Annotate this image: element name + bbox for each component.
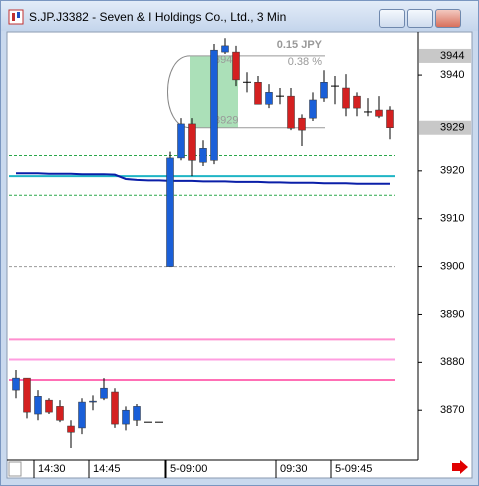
candle-body	[100, 387, 108, 399]
window-title: S.JP.J3382 - Seven & I Holdings Co., Ltd…	[29, 10, 287, 24]
candle-body	[320, 82, 328, 99]
candle-body	[221, 45, 229, 53]
y-tick-label: 3870	[440, 404, 464, 416]
candle-body	[188, 123, 196, 161]
candle-body	[23, 377, 31, 413]
candle-body	[78, 401, 86, 429]
candle-body	[45, 399, 53, 413]
maximize-button[interactable]	[407, 9, 433, 28]
candle-body	[122, 409, 130, 425]
y-tick-label: 3880	[440, 356, 464, 368]
candle-body	[177, 123, 185, 159]
candle-body	[210, 49, 218, 161]
candle-body	[265, 92, 273, 105]
price-marker-label: 3944	[440, 50, 464, 62]
candle-body	[386, 109, 394, 128]
chart-panel	[6, 31, 473, 479]
measure-change: 0.15 JPY	[277, 39, 323, 51]
scroll-arrow[interactable]	[452, 460, 468, 474]
candle-body	[34, 396, 42, 415]
title-bar: S.JP.J3382 - Seven & I Holdings Co., Ltd…	[1, 1, 478, 31]
y-tick-label: 3890	[440, 308, 464, 320]
minimize-button[interactable]	[379, 9, 405, 28]
x-tick-label: 14:45	[93, 463, 121, 475]
x-tick-label: 14:30	[38, 463, 66, 475]
candle-body	[199, 148, 207, 163]
candle-body	[353, 95, 361, 109]
x-tick-label: 09:30	[280, 463, 308, 475]
candle-body	[67, 425, 75, 433]
candle-body	[166, 157, 174, 267]
measure-percent: 0.38 %	[288, 56, 322, 68]
overlay-line	[16, 172, 390, 185]
price-marker-box	[419, 48, 471, 63]
candle-body	[342, 87, 350, 109]
candle-body	[254, 82, 262, 105]
measure-to-label: 3929	[214, 115, 238, 127]
candle-body	[111, 391, 119, 425]
y-tick-label: 3920	[440, 165, 464, 177]
candle-body	[133, 406, 141, 421]
candle-body	[12, 377, 20, 391]
x-tick-label: 5-09:00	[170, 463, 207, 475]
candle-body	[232, 51, 240, 81]
y-tick-label: 3910	[440, 213, 464, 225]
candle-body	[89, 400, 97, 403]
candle-body	[56, 406, 64, 421]
candle-body	[298, 117, 306, 131]
app-icon	[8, 9, 24, 25]
candle-body	[309, 99, 317, 119]
y-tick-label: 3940	[440, 69, 464, 81]
price-marker-label: 3929	[440, 122, 464, 134]
price-marker-box	[419, 120, 471, 135]
x-tick-label: 5-09:45	[335, 463, 372, 475]
candle-body	[287, 95, 295, 129]
close-button[interactable]	[435, 9, 461, 28]
scroll-box[interactable]	[8, 461, 22, 477]
candle-body	[375, 109, 383, 117]
y-tick-label: 3900	[440, 260, 464, 272]
